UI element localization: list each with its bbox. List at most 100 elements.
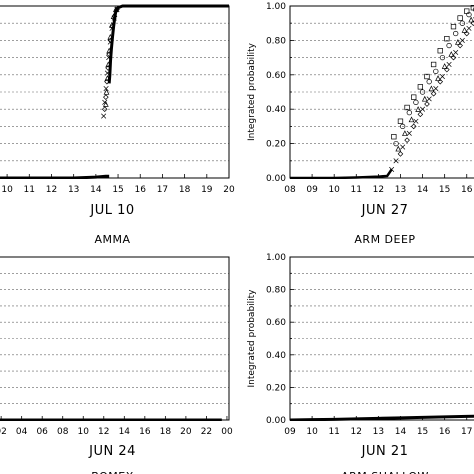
x-tick-label: 22 xyxy=(201,427,212,437)
x-tick-label: 10 xyxy=(306,427,318,437)
y-tick-label: 0.80 xyxy=(266,36,286,46)
y-tick-label: 0.60 xyxy=(266,318,286,328)
data-point xyxy=(102,100,109,107)
data-point xyxy=(461,26,468,33)
data-point xyxy=(420,106,426,112)
x-tick-label: 20 xyxy=(180,427,192,437)
data-point xyxy=(446,61,452,68)
data-point xyxy=(430,61,437,68)
data-point xyxy=(459,20,465,26)
data-point xyxy=(453,49,459,55)
data-point xyxy=(402,130,408,136)
data-point xyxy=(430,90,437,97)
data-point xyxy=(421,95,428,102)
data-point xyxy=(463,30,470,37)
data-point xyxy=(439,54,446,61)
x-tick-label: 08 xyxy=(284,185,296,195)
x-tick-label: 09 xyxy=(284,427,296,437)
x-tick-label: 14 xyxy=(90,185,102,195)
data-point xyxy=(103,88,110,95)
series-line xyxy=(290,414,474,421)
date-label: JUN 24 xyxy=(88,444,136,459)
panel-bottom-right: 0.00 0.20 0.40 0.60 0.80 1.00 09 10 11 12 13 14 15 16… xyxy=(247,253,474,474)
data-point xyxy=(413,99,419,105)
data-point xyxy=(470,20,474,26)
data-point xyxy=(417,111,424,118)
data-point xyxy=(114,6,120,12)
y-tick-label: 0.60 xyxy=(266,71,286,81)
data-point xyxy=(466,25,472,31)
data-point xyxy=(464,8,470,14)
y-axis-label: Integrated probability xyxy=(247,289,257,388)
x-tick-label: 19 xyxy=(201,185,213,195)
data-point xyxy=(444,36,450,42)
x-tick-label: 13 xyxy=(68,185,79,195)
data-point xyxy=(106,47,113,54)
y-tick-label: 0.00 xyxy=(266,416,286,426)
data-point xyxy=(111,15,117,21)
data-point xyxy=(391,134,397,140)
x-tick-label: 10 xyxy=(78,427,90,437)
x-tick-label: 16 xyxy=(139,427,151,437)
case-label: ARM DEEP xyxy=(354,233,415,246)
data-point xyxy=(408,116,415,123)
data-point xyxy=(428,85,435,92)
plot-frame xyxy=(0,256,230,421)
data-point xyxy=(404,104,410,111)
x-tick-label: 12 xyxy=(98,427,109,437)
x-tick-label: 13 xyxy=(373,427,384,437)
data-point xyxy=(437,48,443,54)
data-point xyxy=(450,23,457,30)
x-tick-label: 15 xyxy=(439,185,450,195)
data-point xyxy=(393,140,399,147)
y-tick-label: 0.40 xyxy=(266,351,286,361)
x-tick-label: 14 xyxy=(417,185,429,195)
x-tick-label: 00 xyxy=(221,427,233,437)
data-point xyxy=(101,113,107,119)
data-point xyxy=(105,61,112,68)
data-point xyxy=(102,99,108,105)
x-tick-label: 12 xyxy=(351,427,362,437)
data-point xyxy=(397,151,404,157)
case-label: ARM SHALLOW xyxy=(341,470,429,474)
data-layer xyxy=(290,414,474,421)
data-point xyxy=(459,37,465,43)
data-layer xyxy=(0,4,229,179)
case-label: BOMEX xyxy=(91,470,134,474)
y-tick-label: 0.00 xyxy=(266,174,286,184)
x-tick-label: 09 xyxy=(306,185,318,195)
data-point xyxy=(397,118,404,124)
data-point xyxy=(457,15,463,21)
data-point xyxy=(468,16,474,23)
panel-top-left: 10 11 12 13 14 15 16 17 18 19 20 JUL 10 AMMA xyxy=(0,4,235,246)
data-point xyxy=(433,68,439,75)
x-tick-label: 06 xyxy=(36,427,48,437)
data-point xyxy=(400,144,406,150)
y-tick-label: 0.20 xyxy=(266,383,286,393)
data-point xyxy=(417,84,423,90)
data-point xyxy=(406,109,412,116)
data-point xyxy=(426,96,432,102)
x-tick-label: 08 xyxy=(57,427,69,437)
x-tick-label: 12 xyxy=(46,185,57,195)
data-point xyxy=(410,123,417,130)
data-point xyxy=(104,78,110,85)
x-tick-label: 18 xyxy=(179,185,191,195)
data-point xyxy=(448,51,455,57)
series-line xyxy=(107,4,229,84)
data-point xyxy=(411,94,417,100)
x-tick-label: 15 xyxy=(112,185,123,195)
data-point xyxy=(103,94,109,100)
x-tick-label: 11 xyxy=(351,185,362,195)
data-point xyxy=(457,42,463,49)
data-point xyxy=(406,130,412,136)
x-tick-label: 12 xyxy=(373,185,384,195)
data-point xyxy=(439,73,445,80)
x-tick-label: 14 xyxy=(395,427,407,437)
x-tick-label: 10 xyxy=(1,185,13,195)
x-tick-label: 04 xyxy=(16,427,28,437)
plot-frame xyxy=(0,5,230,179)
data-point xyxy=(395,145,402,152)
y-tick-label: 1.00 xyxy=(266,253,286,263)
